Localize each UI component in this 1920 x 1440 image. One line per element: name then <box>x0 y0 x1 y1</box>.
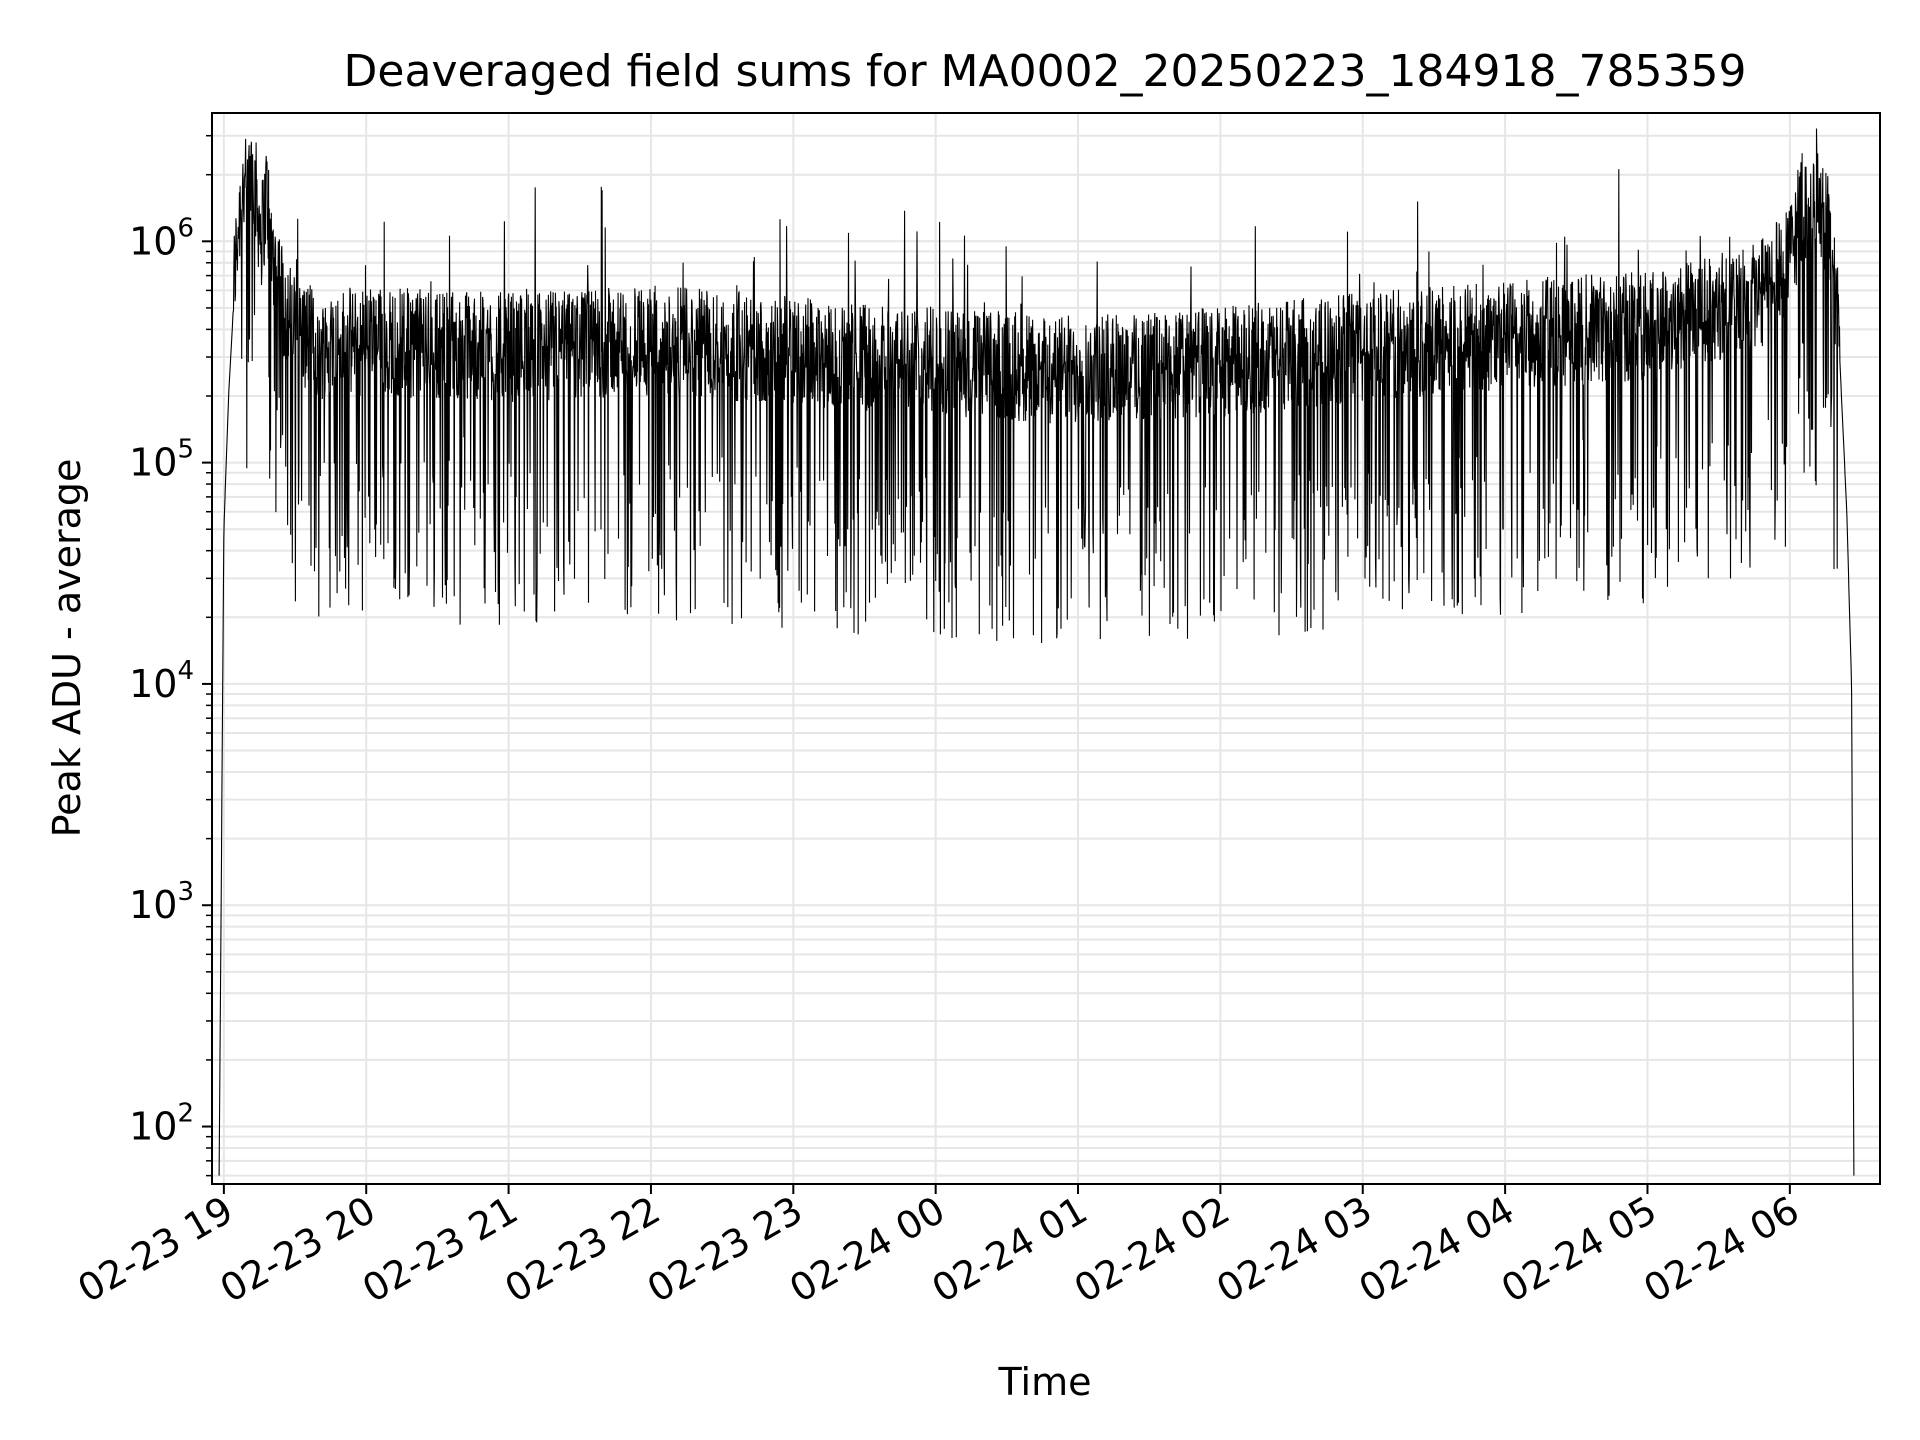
y-axis: 102 103 104 105 106 <box>129 134 212 1177</box>
series-layer <box>218 128 1855 1176</box>
plot-frame <box>211 112 1881 1185</box>
y-axis-label: Peak ADU - average <box>45 459 89 838</box>
chart-title: Deaveraged field sums for MA0002_2025022… <box>344 46 1747 97</box>
grid <box>212 113 1880 1184</box>
y-tick-label: 106 <box>129 213 194 263</box>
y-tick-label: 105 <box>129 435 194 485</box>
y-tick-label: 104 <box>129 656 194 706</box>
x-axis-label: Time <box>998 1360 1092 1404</box>
series-line <box>218 128 1855 1176</box>
y-tick-label: 102 <box>129 1099 194 1149</box>
y-tick-label: 103 <box>129 877 194 927</box>
